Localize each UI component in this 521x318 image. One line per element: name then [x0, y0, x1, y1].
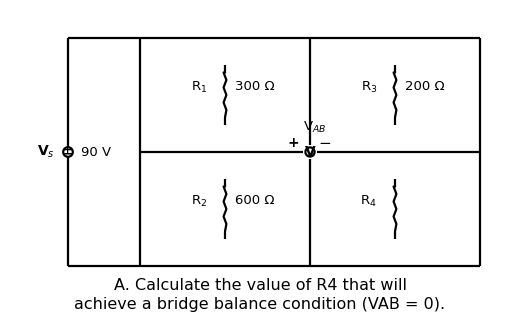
Text: 90 V: 90 V: [81, 146, 111, 158]
Text: +: +: [288, 136, 299, 150]
Text: 600 Ω: 600 Ω: [235, 195, 275, 208]
Text: +: +: [64, 145, 72, 155]
Text: R$_1$: R$_1$: [191, 80, 207, 94]
Text: V$_{AB}$: V$_{AB}$: [303, 120, 327, 135]
Text: A. Calculate the value of R4 that will: A. Calculate the value of R4 that will: [114, 278, 406, 293]
Text: 200 Ω: 200 Ω: [405, 80, 444, 93]
Text: R$_3$: R$_3$: [361, 80, 377, 94]
Text: −: −: [63, 147, 73, 160]
Text: V$_s$: V$_s$: [38, 144, 55, 160]
Text: V: V: [305, 145, 315, 159]
Text: 300 Ω: 300 Ω: [235, 80, 275, 93]
Text: R$_4$: R$_4$: [361, 193, 377, 209]
Text: R$_2$: R$_2$: [191, 193, 207, 209]
Text: −: −: [318, 135, 331, 150]
Text: achieve a bridge balance condition (VAB = 0).: achieve a bridge balance condition (VAB …: [75, 298, 445, 313]
